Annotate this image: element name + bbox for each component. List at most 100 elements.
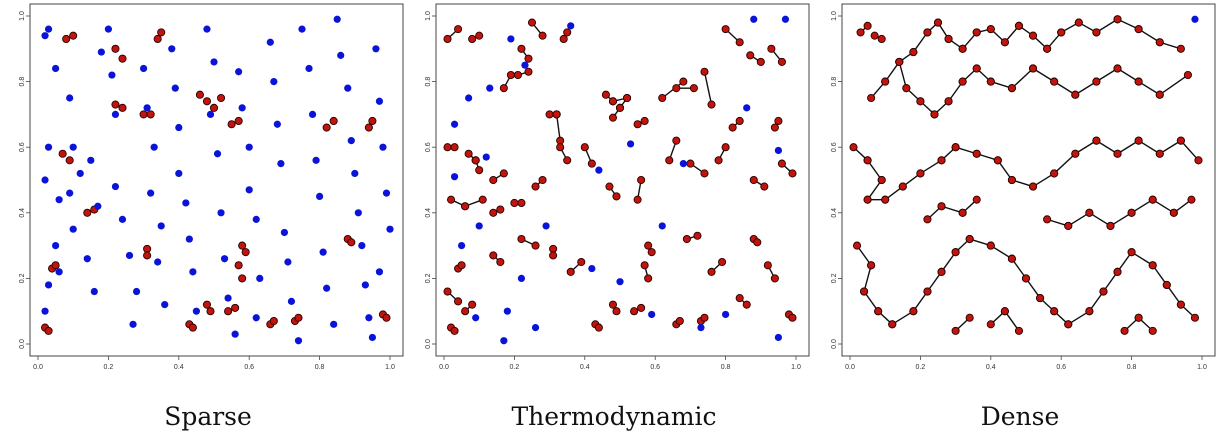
isolated-point (83, 255, 91, 263)
isolated-point (351, 169, 359, 178)
bonded-point (895, 57, 904, 66)
bonded-point (679, 77, 688, 86)
bonded-point (867, 261, 876, 270)
y-tick-label: 0.6 (831, 142, 838, 152)
bonded-point (923, 287, 932, 296)
bonded-point (863, 156, 872, 165)
bonded-point (909, 48, 918, 57)
paired-point (111, 100, 120, 109)
y-tick-label: 0.8 (425, 77, 432, 87)
bonded-point (1099, 287, 1108, 296)
y-tick-label: 1.0 (831, 11, 838, 21)
bonded-point (788, 169, 797, 178)
paired-point (44, 326, 53, 335)
isolated-point (503, 307, 511, 315)
bonded-point (707, 267, 716, 276)
bonded-point (700, 313, 709, 322)
bonded-point (767, 44, 776, 53)
bonded-point (531, 241, 540, 250)
bond-edge (990, 245, 1013, 260)
bonded-point (461, 307, 470, 316)
bonded-point (1085, 208, 1094, 217)
bonded-point (937, 202, 946, 211)
isolated-point (55, 196, 63, 204)
isolated-point (143, 104, 151, 112)
bonded-point (742, 300, 751, 309)
bonded-point (902, 84, 911, 93)
isolated-point (231, 330, 239, 338)
bonded-point (563, 156, 572, 165)
x-tick-label: 0.4 (174, 364, 184, 371)
x-tick-label: 0.0 (33, 364, 43, 371)
bond-edge (1088, 212, 1111, 227)
bonded-point (517, 44, 526, 53)
isolated-point (44, 25, 53, 33)
bonded-point (454, 297, 463, 306)
bonded-point (630, 307, 639, 316)
isolated-point (125, 251, 134, 260)
bond-edge (1159, 74, 1189, 96)
isolated-point (235, 68, 243, 76)
y-tick-label: 0.0 (425, 339, 432, 349)
isolated-point (213, 150, 222, 158)
bonded-point (735, 116, 744, 126)
bonded-point (517, 234, 526, 244)
isolated-point (175, 169, 183, 178)
isolated-point (273, 120, 281, 128)
panel-dense: 0.0 0.2 0.4 0.6 0.8 1.0 0.0 0.2 0.4 0.6 0.8 1.0 Den… (820, 0, 1220, 439)
paired-point (58, 149, 67, 158)
isolated-point (697, 324, 705, 332)
bonded-point (877, 175, 886, 185)
bonded-point (1092, 77, 1101, 86)
isolated-point (140, 64, 148, 73)
bond-edge (920, 159, 942, 175)
panel-sparse: 0.0 0.2 0.4 0.6 0.8 1.0 0.0 0.2 0.4 0.6 0.8 1.0 Spa… (8, 0, 408, 439)
isolated-point (104, 25, 112, 33)
isolated-point (150, 143, 158, 151)
isolated-point (465, 94, 473, 102)
bonded-point (728, 123, 737, 132)
bond-edge (1131, 251, 1154, 266)
isolated-point (41, 307, 49, 315)
bonded-point (587, 159, 596, 168)
bonded-point (1064, 320, 1073, 329)
x-tick-label: 0.2 (510, 364, 520, 371)
bonded-point (867, 93, 876, 103)
scatter-plot-dense: 0.0 0.2 0.4 0.6 0.8 1.0 0.0 0.2 0.4 0.6 0.8 1.0 (831, 3, 1216, 371)
bonded-point (860, 287, 869, 296)
bonded-point (753, 238, 762, 247)
bonded-point (675, 316, 684, 326)
paired-point (143, 251, 152, 260)
isolated-point (41, 32, 49, 40)
x-tick-label: 0.0 (439, 364, 449, 371)
isolated-point (270, 78, 278, 86)
bonded-point (1183, 70, 1192, 80)
paired-point (329, 116, 338, 126)
x-tick-label: 1.0 (1197, 364, 1207, 371)
bonded-point (637, 175, 646, 185)
isolated-point (337, 51, 345, 59)
isolated-point (616, 278, 624, 286)
isolated-point (252, 314, 260, 322)
paired-point (51, 261, 60, 270)
bond-edge (1096, 67, 1118, 83)
bond-edge (703, 71, 713, 105)
paired-point (118, 103, 127, 112)
bonded-point (612, 192, 621, 201)
paired-point (347, 238, 356, 247)
y-tick-label: 0.2 (831, 273, 838, 283)
caption-sparse: Sparse (164, 402, 252, 431)
bonded-point (877, 34, 886, 44)
bonded-point (777, 57, 786, 66)
isolated-point (182, 199, 190, 207)
isolated-point (507, 35, 515, 43)
paired-point (322, 123, 331, 132)
bonded-point (605, 182, 614, 191)
isolated-point (595, 166, 603, 174)
paired-point (224, 307, 233, 316)
bonded-point (566, 267, 575, 276)
isolated-point (450, 120, 459, 128)
bond-edge (1067, 212, 1090, 227)
isolated-point (252, 215, 260, 223)
bonded-point (958, 77, 967, 86)
